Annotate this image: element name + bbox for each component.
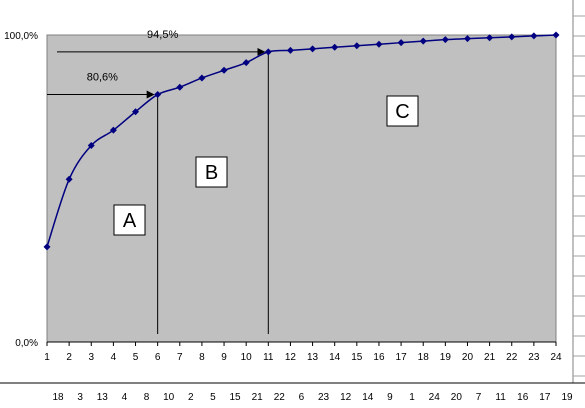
data-point xyxy=(87,142,95,150)
zone-label: C xyxy=(395,101,409,123)
x-tick-label: 20 xyxy=(462,352,474,363)
x-tick-label: 5 xyxy=(133,352,139,363)
annotation-labels: 80,6% 94,5% xyxy=(87,29,179,84)
zone-label: B xyxy=(205,162,218,184)
data-point xyxy=(331,43,339,51)
data-point xyxy=(353,42,361,50)
annotation-label: 80,6% xyxy=(87,72,118,84)
x-tick-label: 15 xyxy=(351,352,363,363)
data-point xyxy=(242,59,250,67)
x-tick-label: 7 xyxy=(177,352,183,363)
x-tick-label: 2 xyxy=(66,352,72,363)
y-tick-label-min: 0,0% xyxy=(15,338,38,349)
data-point xyxy=(375,40,383,48)
x-tick-label: 4 xyxy=(111,352,117,363)
x-tick-label: 24 xyxy=(550,352,562,363)
y-tick-label-max: 100,0% xyxy=(4,31,38,42)
item-code-label: 19 xyxy=(561,392,573,403)
item-code-labels: 18 3 13 4 8 10 2 5 15 21 22 6 23 12 14 9 1 24 20 7 11 16 17 19 xyxy=(52,392,573,403)
item-code-label: 5 xyxy=(210,392,216,403)
x-tick-label: 18 xyxy=(418,352,430,363)
x-tick-label: 6 xyxy=(155,352,161,363)
x-tick-label: 23 xyxy=(528,352,540,363)
data-point xyxy=(132,108,140,116)
right-edge-ticks xyxy=(572,0,585,383)
x-axis-labels: 1 2 3 4 5 6 7 8 9 10 11 12 13 14 15 16 17 18 19 20 21 22 23 24 xyxy=(44,352,562,363)
x-tick-label: 1 xyxy=(44,352,50,363)
item-code-label: 15 xyxy=(229,392,241,403)
data-markers xyxy=(43,31,560,251)
data-point xyxy=(397,39,405,47)
item-code-label: 10 xyxy=(163,392,175,403)
zone-dividers xyxy=(157,51,269,334)
x-tick-label: 22 xyxy=(506,352,518,363)
item-code-label: 6 xyxy=(299,392,305,403)
x-tick-label: 14 xyxy=(329,352,341,363)
data-point xyxy=(441,36,449,44)
data-point xyxy=(65,175,73,183)
data-point xyxy=(176,83,184,91)
item-code-label: 2 xyxy=(188,392,194,403)
data-point xyxy=(508,33,516,41)
item-code-label: 17 xyxy=(539,392,551,403)
item-code-label: 14 xyxy=(362,392,374,403)
y-axis-labels: 100,0% 0,0% xyxy=(4,31,38,349)
item-code-label: 16 xyxy=(517,392,529,403)
data-point xyxy=(463,35,471,43)
item-code-label: 20 xyxy=(451,392,463,403)
item-code-label: 3 xyxy=(77,392,83,403)
data-point xyxy=(486,34,494,42)
item-code-label: 22 xyxy=(274,392,286,403)
data-point xyxy=(220,66,228,74)
annotation-arrows xyxy=(47,47,266,99)
item-code-label: 24 xyxy=(429,392,441,403)
x-tick-label: 8 xyxy=(199,352,205,363)
x-tick-label: 21 xyxy=(484,352,496,363)
plot-area xyxy=(46,34,557,343)
zone-box xyxy=(113,204,146,236)
x-tick-label: 17 xyxy=(396,352,408,363)
item-code-label: 4 xyxy=(122,392,128,403)
item-code-label: 9 xyxy=(387,392,393,403)
data-point xyxy=(43,243,51,251)
data-point xyxy=(530,32,538,40)
x-tick-label: 19 xyxy=(440,352,452,363)
zone-box xyxy=(195,156,228,188)
data-point xyxy=(286,46,294,54)
x-tick-label: 13 xyxy=(307,352,319,363)
data-point xyxy=(109,126,117,134)
zone-boxes: A B C xyxy=(113,95,419,236)
annotation-label: 94,5% xyxy=(147,29,178,41)
zone-box xyxy=(386,95,419,127)
data-point xyxy=(309,45,317,53)
data-point xyxy=(419,37,427,45)
item-code-label: 8 xyxy=(144,392,150,403)
item-code-label: 12 xyxy=(340,392,352,403)
data-point xyxy=(264,48,272,56)
x-tick-label: 9 xyxy=(221,352,227,363)
data-point xyxy=(552,31,560,39)
x-tick-label: 16 xyxy=(373,352,385,363)
item-code-label: 23 xyxy=(318,392,330,403)
item-code-label: 7 xyxy=(476,392,482,403)
x-tick-label: 3 xyxy=(88,352,94,363)
item-code-label: 11 xyxy=(495,392,506,403)
item-code-label: 1 xyxy=(409,392,415,403)
item-code-label: 21 xyxy=(252,392,264,403)
item-code-label: 13 xyxy=(97,392,109,403)
x-tick-label: 10 xyxy=(241,352,253,363)
data-point xyxy=(198,74,206,82)
x-tick-label: 12 xyxy=(285,352,297,363)
zone-label: A xyxy=(123,210,137,232)
data-point xyxy=(154,91,162,99)
x-tick-label: 11 xyxy=(263,352,274,363)
item-code-label: 18 xyxy=(52,392,64,403)
